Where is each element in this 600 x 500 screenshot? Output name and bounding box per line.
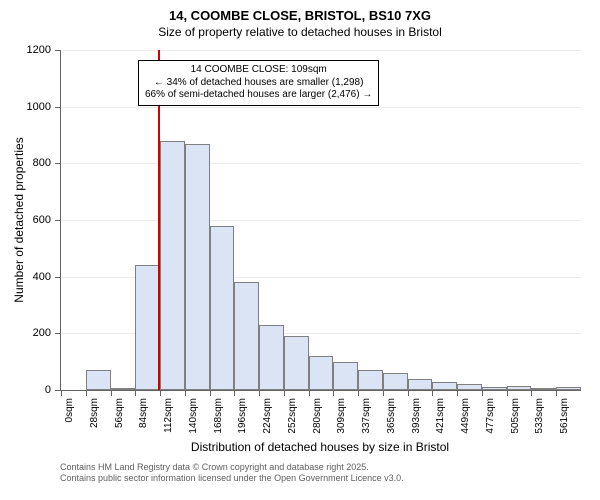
gridline [61,107,581,108]
annotation-box: 14 COOMBE CLOSE: 109sqm← 34% of detached… [138,60,379,106]
y-tick-label: 1000 [27,101,61,113]
x-tick-label: 140sqm [188,398,199,434]
x-tick [234,390,235,396]
bar [408,379,433,390]
x-tick [531,390,532,396]
bar [160,141,185,390]
footer-line-1: Contains HM Land Registry data © Crown c… [60,462,404,473]
x-tick [61,390,62,396]
bar [358,370,383,390]
y-tick-label: 800 [33,157,61,169]
x-tick-label: 393sqm [411,398,422,434]
bar [507,386,532,390]
x-tick [556,390,557,396]
x-tick-label: 252sqm [287,398,298,434]
bar [383,373,408,390]
bar [432,382,457,391]
y-tick-label: 0 [45,384,61,396]
y-axis-title: Number of detached properties [12,137,26,302]
x-tick [284,390,285,396]
x-tick-label: 28sqm [89,398,100,428]
y-tick-label: 1200 [27,44,61,56]
x-tick-label: 84sqm [138,398,149,428]
x-tick [210,390,211,396]
footer-attribution: Contains HM Land Registry data © Crown c… [60,462,404,484]
x-tick [432,390,433,396]
x-tick-label: 224sqm [262,398,273,434]
x-tick [507,390,508,396]
x-tick [259,390,260,396]
x-tick [408,390,409,396]
bar [210,226,235,390]
bar [185,144,210,391]
bar [333,362,358,390]
x-tick-label: 309sqm [336,398,347,434]
gridline [61,50,581,51]
x-tick [333,390,334,396]
y-tick-label: 600 [33,214,61,226]
chart-title-sub: Size of property relative to detached ho… [0,25,600,39]
x-tick-label: 196sqm [237,398,248,434]
annotation-line: ← 34% of detached houses are smaller (1,… [145,77,372,90]
x-tick [383,390,384,396]
x-tick-label: 0sqm [64,398,75,422]
y-tick-label: 400 [33,271,61,283]
x-tick-label: 421sqm [435,398,446,434]
y-tick-label: 200 [33,327,61,339]
bar [556,387,581,390]
bar [234,282,259,390]
chart-container: 14, COOMBE CLOSE, BRISTOL, BS10 7XG Size… [0,0,600,500]
plot-area: 0200400600800100012000sqm28sqm56sqm84sqm… [60,50,581,391]
x-tick [309,390,310,396]
bar [457,384,482,390]
bar [259,325,284,390]
x-tick-label: 168sqm [213,398,224,434]
x-tick-label: 337sqm [361,398,372,434]
gridline [61,220,581,221]
annotation-line: 14 COOMBE CLOSE: 109sqm [145,64,372,77]
bar [111,388,136,390]
x-tick-label: 112sqm [163,398,174,433]
x-tick [358,390,359,396]
gridline [61,163,581,164]
x-tick [135,390,136,396]
bar [309,356,334,390]
x-tick [111,390,112,396]
x-tick-label: 56sqm [114,398,125,428]
chart-title-main: 14, COOMBE CLOSE, BRISTOL, BS10 7XG [0,0,600,23]
x-tick-label: 449sqm [460,398,471,434]
bar [284,336,309,390]
x-tick [482,390,483,396]
annotation-line: 66% of semi-detached houses are larger (… [145,89,372,102]
bar [482,387,507,390]
footer-line-2: Contains public sector information licen… [60,473,404,484]
x-axis-title: Distribution of detached houses by size … [60,440,580,454]
x-tick-label: 533sqm [534,398,545,434]
bar [135,265,160,390]
bar [86,370,111,390]
x-tick [185,390,186,396]
x-tick [457,390,458,396]
x-tick-label: 280sqm [312,398,323,434]
x-tick [160,390,161,396]
x-tick [86,390,87,396]
bar [531,388,556,390]
x-tick-label: 561sqm [559,398,570,434]
x-tick-label: 365sqm [386,398,397,434]
x-tick-label: 505sqm [510,398,521,434]
x-tick-label: 477sqm [485,398,496,434]
